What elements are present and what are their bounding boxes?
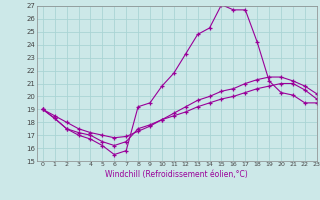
X-axis label: Windchill (Refroidissement éolien,°C): Windchill (Refroidissement éolien,°C)	[105, 170, 248, 179]
